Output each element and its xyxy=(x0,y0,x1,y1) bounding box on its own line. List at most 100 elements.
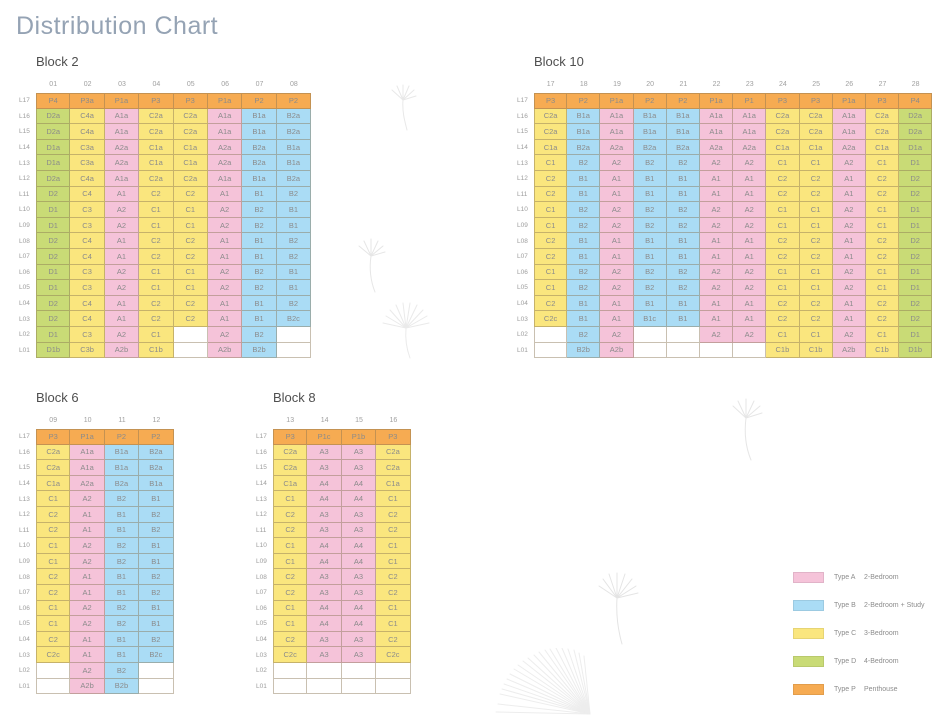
unit-cell: A1 xyxy=(832,311,866,327)
legend-item-type-p: Type P Penthouse xyxy=(793,684,943,695)
unit-cell: C2 xyxy=(139,186,174,203)
unit-cell: A4 xyxy=(307,538,342,554)
unit-cell: A3 xyxy=(341,631,377,648)
unit-cell: B2 xyxy=(104,600,140,617)
unit-cell: C1 xyxy=(36,600,71,617)
unit-cell: C4 xyxy=(70,295,105,312)
level-label: L13 xyxy=(517,159,528,167)
unit-cell: C1b xyxy=(865,342,900,359)
unit-cell: A2 xyxy=(207,264,243,281)
unit-cell: B2 xyxy=(242,217,277,234)
legend: Type A 2-Bedroom Type B 2-Bedroom + Stud… xyxy=(793,572,943,712)
unit-cell: C2 xyxy=(865,186,900,203)
unit-cell: A1a xyxy=(70,444,105,461)
block-10-table: 17 18 19 20 21 22 23 24 25 26 27 28 L17 P3 P2 P1a P2 P2 P1… xyxy=(517,78,933,359)
block-6-table: 09 10 11 12 L17 P3 P1a P2 P2 L16 C2a A1a B1a B2a L15 C2… xyxy=(19,414,174,695)
unit-cell: A1 xyxy=(207,311,243,327)
unit-cell: C3a xyxy=(70,139,105,156)
table-row: L17 P3 P2 P1a P2 P2 P1a P1 P3 P3 P1a P3 P4 xyxy=(517,93,933,109)
legend-desc: 3-Bedroom xyxy=(864,630,899,637)
level-label: L12 xyxy=(517,175,528,183)
unit-cell: C1 xyxy=(766,217,800,234)
unit-cell: C1 xyxy=(534,202,568,218)
table-row: L02 D1 C3 A2 C1 A2 B2 xyxy=(19,326,312,343)
unit-cell: C2a xyxy=(766,124,800,140)
unit-cell: C1 xyxy=(865,264,900,281)
unit-cell: C2a xyxy=(173,124,208,140)
unit-cell: B2 xyxy=(104,491,140,507)
unit-cell: A2 xyxy=(699,202,734,218)
block-10: Block 10 17 18 19 20 21 22 23 24 25 26 27 28 L17 P3 P2… xyxy=(517,54,933,359)
unit-cell: A4 xyxy=(341,491,377,507)
unit-cell: B2 xyxy=(242,264,277,281)
unit-cell: A1 xyxy=(832,248,866,265)
unit-cell: B2a xyxy=(139,460,174,476)
block-8: Block 8 13 14 15 16 L17 P3 P1c P1b P3 L16 C2a A3 A3 C… xyxy=(256,390,411,695)
unit-cell: A3 xyxy=(341,584,377,601)
unit-cell: B1 xyxy=(633,186,667,203)
unit-cell: C1 xyxy=(173,217,208,234)
unit-cell: C1 xyxy=(534,155,568,171)
unit-cell: A1a xyxy=(70,460,105,476)
unit-cell: A2 xyxy=(600,264,634,281)
level-label: L12 xyxy=(256,511,267,519)
unit-cell: A1 xyxy=(70,631,105,648)
unit-cell: D1 xyxy=(36,217,71,234)
unit-cell: A2 xyxy=(600,217,634,234)
unit-cell: A2a xyxy=(207,155,243,171)
unit-cell: D1 xyxy=(36,264,71,281)
table-row: L08 C2 A3 A3 C2 xyxy=(256,569,411,585)
level-label: L12 xyxy=(19,511,30,519)
unit-cell: C1 xyxy=(865,155,900,171)
unit-cell: C1a xyxy=(36,475,71,492)
level-label: L10 xyxy=(256,542,267,550)
unit-cell: C1a xyxy=(173,139,208,156)
level-label: L16 xyxy=(256,448,267,456)
level-label: L10 xyxy=(19,542,30,550)
unit-cell: A2b xyxy=(600,342,634,359)
unit-cell: P2 xyxy=(276,93,312,109)
table-row: L15 C2a A3 A3 C2a xyxy=(256,460,411,476)
unit-cell: P2 xyxy=(139,429,174,445)
unit-cell: C1 xyxy=(36,491,71,507)
unit-cell: C2 xyxy=(173,233,208,249)
unit-cell: B2 xyxy=(139,522,174,539)
unit-cell: C3 xyxy=(70,202,105,218)
level-label: L10 xyxy=(19,206,30,214)
unit-cell: A2b xyxy=(70,678,105,695)
table-row: L10 C1 A4 A4 C1 xyxy=(256,538,411,554)
unit-cell: C2 xyxy=(766,311,800,327)
unit-cell: B1 xyxy=(104,647,140,663)
unit-cell: A2a xyxy=(104,155,140,171)
unit-cell: C2 xyxy=(766,248,800,265)
level-label: L01 xyxy=(256,682,267,690)
unit-cell: C3a xyxy=(70,155,105,171)
unit-cell: A1 xyxy=(207,186,243,203)
unit-cell: C2a xyxy=(36,460,71,476)
unit-cell: B2 xyxy=(242,326,277,343)
unit-cell: D1b xyxy=(899,342,933,359)
unit-cell: P3 xyxy=(173,93,208,109)
table-row: L13 C1 A4 A4 C1 xyxy=(256,491,411,507)
unit-cell: A3 xyxy=(307,584,342,601)
unit-cell: C2 xyxy=(36,522,71,539)
unit-cell: C1 xyxy=(139,326,174,343)
unit-cell: B2a xyxy=(567,139,601,156)
empty-cell xyxy=(633,326,667,343)
unit-cell: B2 xyxy=(276,295,312,312)
unit-cell: C2 xyxy=(766,186,800,203)
unit-cell: B1 xyxy=(567,311,601,327)
block-2-title: Block 2 xyxy=(36,54,79,69)
level-label: L11 xyxy=(19,526,30,534)
unit-cell: P1c xyxy=(307,429,342,445)
unit-cell: A2 xyxy=(733,155,767,171)
empty-cell xyxy=(699,342,734,359)
empty-cell xyxy=(139,662,174,679)
block-2: Block 2 01 02 03 04 05 06 07 08 L17 P4 P3a P1a P3 P3 P… xyxy=(19,54,312,359)
unit-cell: A1 xyxy=(699,170,734,187)
level-label: L07 xyxy=(517,253,528,261)
unit-cell: P1 xyxy=(733,93,767,109)
table-row: L12 D2a C4a A1a C2a C2a A1a B1a B2a xyxy=(19,170,312,187)
level-label: L17 xyxy=(19,433,30,441)
table-row: L12 C2 A1 B1 B2 xyxy=(19,506,174,523)
